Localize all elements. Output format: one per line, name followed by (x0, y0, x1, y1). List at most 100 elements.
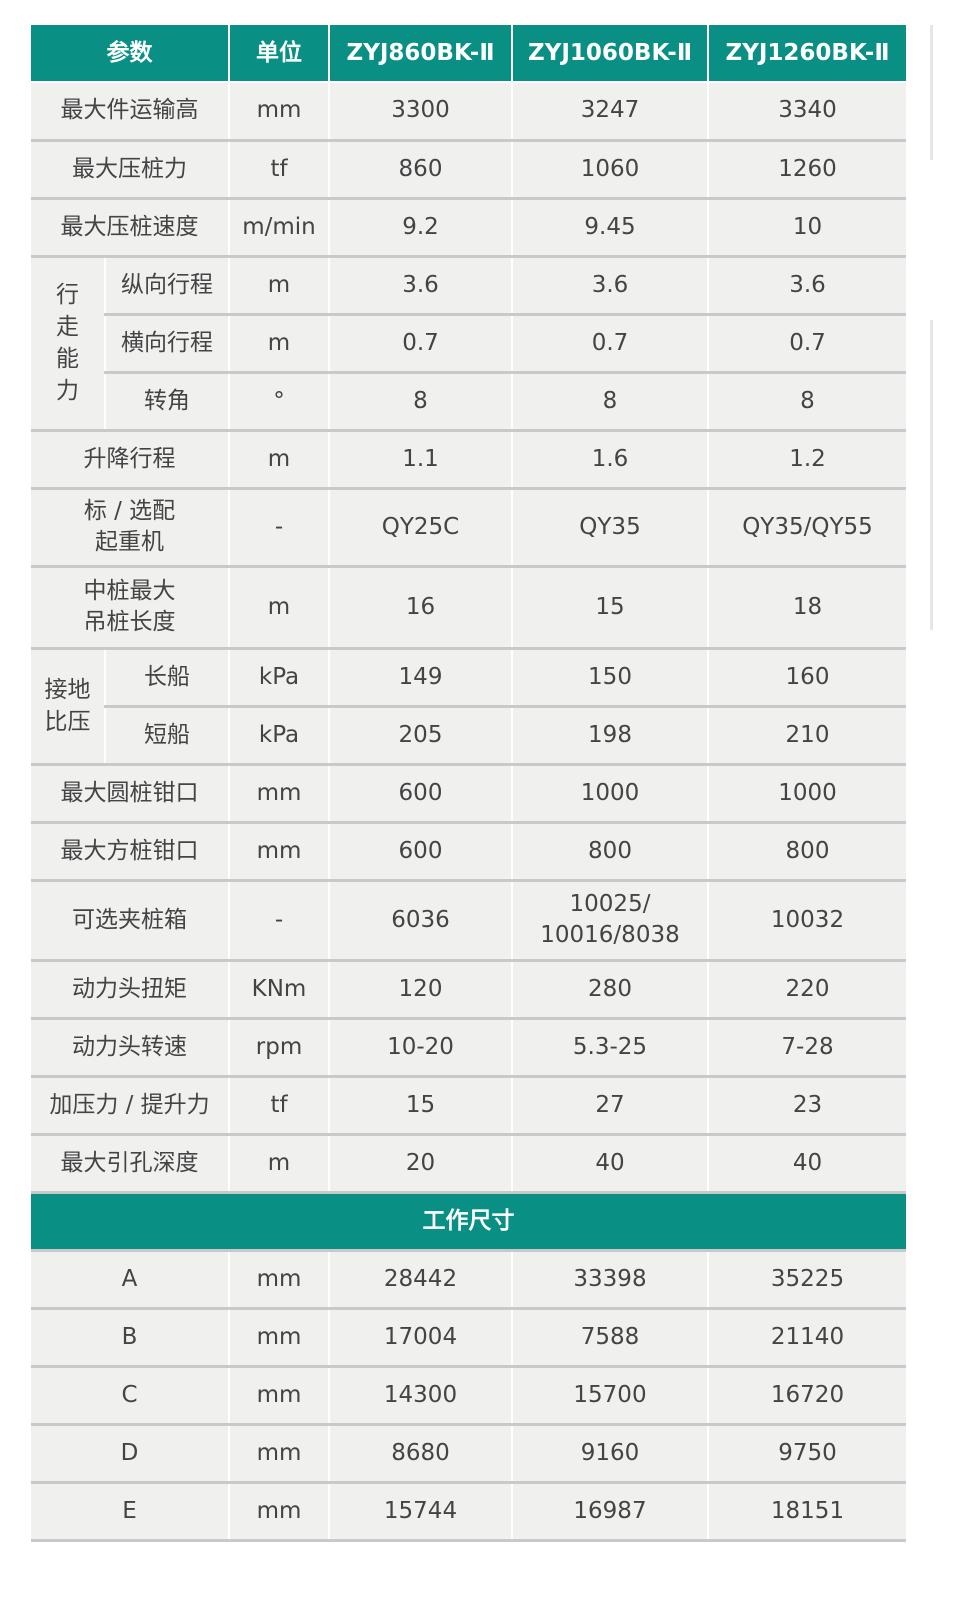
header-model: ZYJ860BK-Ⅱ (329, 25, 513, 83)
value-cell: 1260 (708, 140, 906, 200)
table-row: 升降行程 m 1.1 1.6 1.2 (31, 430, 906, 490)
value-cell: 21140 (708, 1308, 906, 1368)
value-cell: 17004 (329, 1308, 513, 1368)
value-cell: 1060 (512, 140, 709, 200)
param-label: 最大方桩钳口 (31, 822, 230, 882)
unit-cell: kPa (229, 648, 330, 708)
value-cell: 0.7 (329, 314, 513, 374)
unit-cell: rpm (229, 1018, 330, 1078)
value-cell: 20 (329, 1134, 513, 1194)
value-cell: 33398 (512, 1250, 709, 1310)
value-cell: 280 (512, 960, 709, 1020)
value-cell: 5.3-25 (512, 1018, 709, 1078)
value-cell: 600 (329, 764, 513, 824)
spec-table: 参数 单位 ZYJ860BK-Ⅱ ZYJ1060BK-Ⅱ ZYJ1260BK-Ⅱ… (31, 25, 906, 1542)
value-cell: 15700 (512, 1366, 709, 1426)
value-cell: 150 (512, 648, 709, 708)
table-row: 最大圆桩钳口 mm 600 1000 1000 (31, 764, 906, 824)
value-cell: 800 (512, 822, 709, 882)
header-model: ZYJ1260BK-Ⅱ (708, 25, 906, 83)
value-cell: 15 (512, 566, 709, 650)
unit-cell: kPa (229, 706, 330, 766)
table-row: 中桩最大 吊桩长度 m 16 15 18 (31, 566, 906, 650)
unit-cell: m (229, 1134, 330, 1194)
value-cell: 0.7 (512, 314, 709, 374)
value-cell: 9.45 (512, 198, 709, 258)
value-cell: 3300 (329, 82, 513, 142)
param-label: A (31, 1250, 230, 1310)
param-label: 横向行程 (105, 314, 230, 374)
value-cell: 9750 (708, 1424, 906, 1484)
value-cell: 1.6 (512, 430, 709, 490)
value-cell: QY25C (329, 488, 513, 568)
header-model: ZYJ1060BK-Ⅱ (512, 25, 709, 83)
value-cell: 40 (512, 1134, 709, 1194)
table-row: 加压力 / 提升力 tf 15 27 23 (31, 1076, 906, 1136)
table-row: 动力头转速 rpm 10-20 5.3-25 7-28 (31, 1018, 906, 1078)
table-row: 短船 kPa 205 198 210 (31, 706, 906, 766)
unit-cell: mm (229, 1366, 330, 1426)
value-cell: 8 (329, 372, 513, 432)
value-cell: 9160 (512, 1424, 709, 1484)
value-cell: 210 (708, 706, 906, 766)
unit-cell: mm (229, 1250, 330, 1310)
value-cell: 15 (329, 1076, 513, 1136)
value-cell: 14300 (329, 1366, 513, 1426)
value-cell: 1.2 (708, 430, 906, 490)
unit-cell: m (229, 256, 330, 316)
section-row: 工作尺寸 (31, 1192, 906, 1252)
value-cell: 27 (512, 1076, 709, 1136)
group-label: 接地 比压 (31, 648, 106, 766)
value-cell: 205 (329, 706, 513, 766)
value-cell: 10-20 (329, 1018, 513, 1078)
param-label: 动力头转速 (31, 1018, 230, 1078)
value-cell: 9.2 (329, 198, 513, 258)
value-cell: 18 (708, 566, 906, 650)
param-label: 最大件运输高 (31, 82, 230, 142)
unit-cell: mm (229, 1424, 330, 1484)
unit-cell: tf (229, 1076, 330, 1136)
value-cell: 16720 (708, 1366, 906, 1426)
param-label: 最大引孔深度 (31, 1134, 230, 1194)
value-cell: 3.6 (708, 256, 906, 316)
unit-cell: m (229, 566, 330, 650)
param-label: B (31, 1308, 230, 1368)
value-cell: 198 (512, 706, 709, 766)
header-param: 参数 (31, 25, 230, 83)
value-cell: 3340 (708, 82, 906, 142)
unit-cell: mm (229, 764, 330, 824)
table-row: 接地 比压 长船 kPa 149 150 160 (31, 648, 906, 766)
value-cell: 860 (329, 140, 513, 200)
value-cell: 800 (708, 822, 906, 882)
unit-cell: mm (229, 1482, 330, 1542)
param-label: E (31, 1482, 230, 1542)
unit-cell: tf (229, 140, 330, 200)
unit-cell: mm (229, 822, 330, 882)
page-edge (930, 25, 933, 160)
table-row: 可选夹桩箱 -6036 10025/ 10016/8038 10032 (31, 880, 906, 962)
value-cell: 1.1 (329, 430, 513, 490)
unit-cell: - (229, 880, 330, 962)
table-row: 最大压桩力 tf 860 1060 1260 (31, 140, 906, 200)
header-row: 参数 单位 ZYJ860BK-Ⅱ ZYJ1060BK-Ⅱ ZYJ1260BK-Ⅱ (31, 25, 906, 83)
param-label: 升降行程 (31, 430, 230, 490)
table-row: 标 / 选配 起重机 - QY25C QY35 QY35/QY55 (31, 488, 906, 568)
value-cell: 0.7 (708, 314, 906, 374)
value-cell: 7-28 (708, 1018, 906, 1078)
group-label: 行 走 能 力 (31, 256, 106, 432)
param-label: 中桩最大 吊桩长度 (31, 566, 230, 650)
value-cell: 28442 (329, 1250, 513, 1310)
value-cell: 23 (708, 1076, 906, 1136)
value-cell: 16 (329, 566, 513, 650)
value-cell: 18151 (708, 1482, 906, 1542)
value-cell: 160 (708, 648, 906, 708)
value-cell: 8 (708, 372, 906, 432)
table-row: 最大方桩钳口 mm 600 800 800 (31, 822, 906, 882)
value-cell: 6036 (329, 880, 513, 962)
param-label: 动力头扭矩 (31, 960, 230, 1020)
param-label: 加压力 / 提升力 (31, 1076, 230, 1136)
table-row: 最大压桩速度 m/min 9.2 9.45 10 (31, 198, 906, 258)
